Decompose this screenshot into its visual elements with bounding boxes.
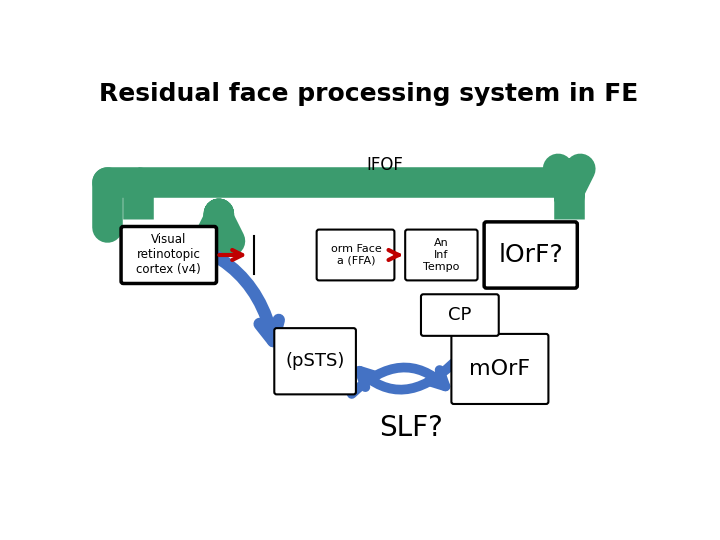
FancyBboxPatch shape — [121, 226, 217, 284]
FancyBboxPatch shape — [317, 230, 395, 280]
Text: Residual face processing system in FE: Residual face processing system in FE — [99, 82, 639, 106]
FancyBboxPatch shape — [405, 230, 477, 280]
Text: An
Inf
Tempo: An Inf Tempo — [423, 238, 459, 272]
Text: SLF?: SLF? — [379, 414, 444, 442]
Text: Visual
retinotopic
cortex (v4): Visual retinotopic cortex (v4) — [136, 233, 201, 276]
Text: mOrF: mOrF — [469, 359, 531, 379]
FancyBboxPatch shape — [274, 328, 356, 394]
FancyBboxPatch shape — [451, 334, 549, 404]
FancyBboxPatch shape — [421, 294, 499, 336]
Text: IFOF: IFOF — [366, 156, 402, 174]
Text: orm Face
a (FFA): orm Face a (FFA) — [330, 244, 382, 266]
FancyBboxPatch shape — [484, 222, 577, 288]
Text: CP: CP — [448, 306, 472, 324]
Text: (pSTS): (pSTS) — [285, 352, 345, 370]
Text: lOrF?: lOrF? — [498, 243, 563, 267]
